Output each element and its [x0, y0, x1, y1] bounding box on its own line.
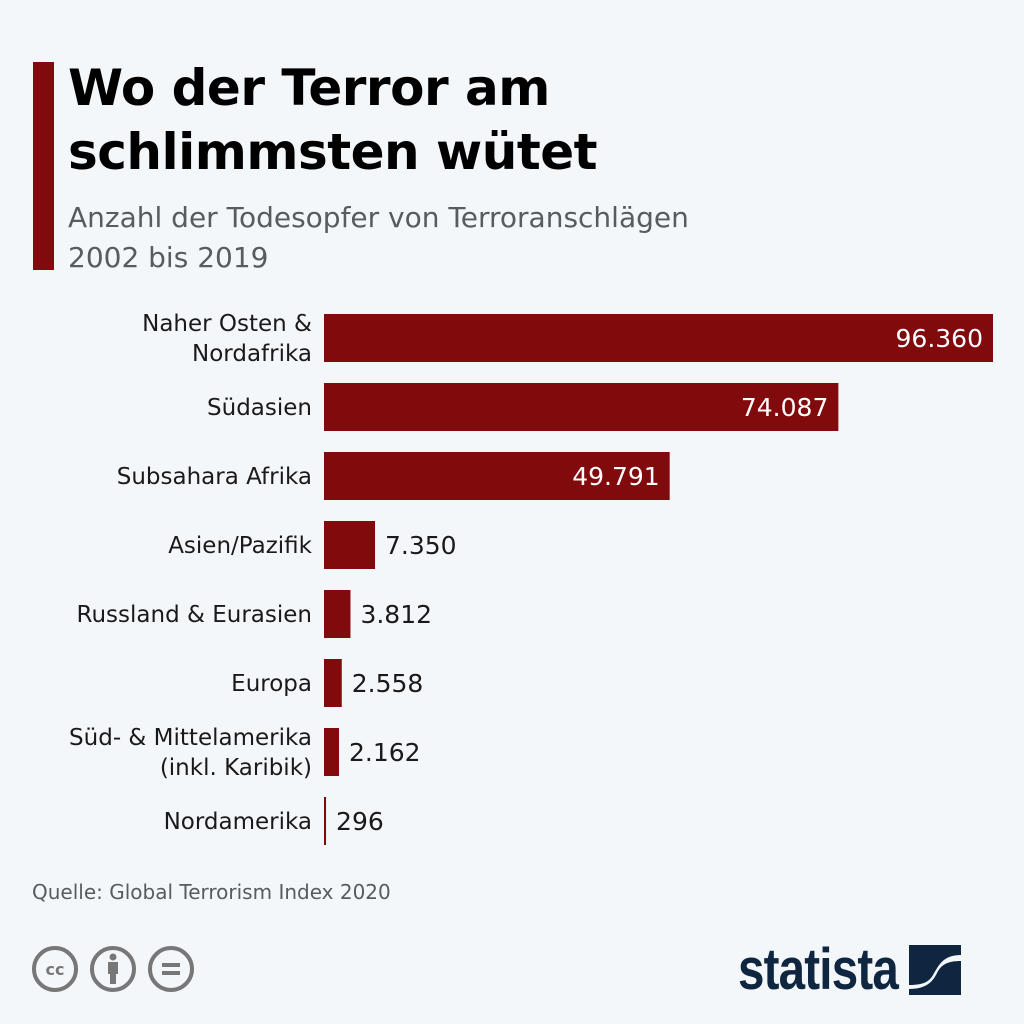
- category-label: Asien/Pazifik: [168, 533, 312, 559]
- value-label: 7.350: [385, 531, 457, 560]
- attribution-icon[interactable]: [88, 944, 138, 994]
- category-label: Subsahara Afrika: [117, 464, 312, 490]
- statista-logo[interactable]: statista: [738, 937, 962, 1002]
- value-label: 2.162: [349, 738, 421, 767]
- chart-subtitle: Anzahl der Todesopfer von Terroranschläg…: [68, 198, 968, 278]
- category-label: Russland & Eurasien: [77, 602, 312, 628]
- value-label: 74.087: [741, 393, 828, 422]
- bar: [324, 728, 340, 776]
- brand-name: statista: [738, 937, 899, 1002]
- bar: [324, 590, 351, 638]
- subtitle-line-2: 2002 bis 2019: [68, 241, 269, 274]
- category-label: Europa: [231, 671, 312, 697]
- bar: [324, 797, 327, 845]
- title-line-1: Wo der Terror am: [68, 59, 550, 117]
- title-accent-bar: [33, 62, 54, 270]
- svg-text:cc: cc: [46, 960, 65, 979]
- category-label: Südasien: [207, 395, 312, 421]
- category-label: Nordamerika: [164, 809, 312, 835]
- no-derivatives-icon[interactable]: [146, 944, 196, 994]
- license-icons: cc: [30, 944, 196, 994]
- cc-icon[interactable]: cc: [30, 944, 80, 994]
- category-label: Nordafrika: [192, 341, 312, 367]
- bar: [324, 314, 993, 362]
- bar: [324, 383, 839, 431]
- bar: [324, 452, 670, 500]
- subtitle-line-1: Anzahl der Todesopfer von Terroranschläg…: [68, 201, 689, 234]
- value-label: 49.791: [572, 462, 659, 491]
- value-label: 296: [336, 807, 384, 836]
- category-label: (inkl. Karibik): [160, 755, 312, 781]
- bar: [324, 659, 342, 707]
- source-note: Quelle: Global Terrorism Index 2020: [32, 880, 391, 904]
- category-label: Süd- & Mittelamerika: [69, 725, 312, 751]
- category-label: Naher Osten &: [142, 311, 312, 337]
- chart-title: Wo der Terror am schlimmsten wütet: [68, 56, 968, 184]
- value-label: 2.558: [352, 669, 424, 698]
- title-line-2: schlimmsten wütet: [68, 123, 598, 181]
- value-label: 96.360: [896, 324, 983, 353]
- value-label: 3.812: [360, 600, 432, 629]
- bar: [324, 521, 376, 569]
- statista-mark-icon: [909, 945, 962, 995]
